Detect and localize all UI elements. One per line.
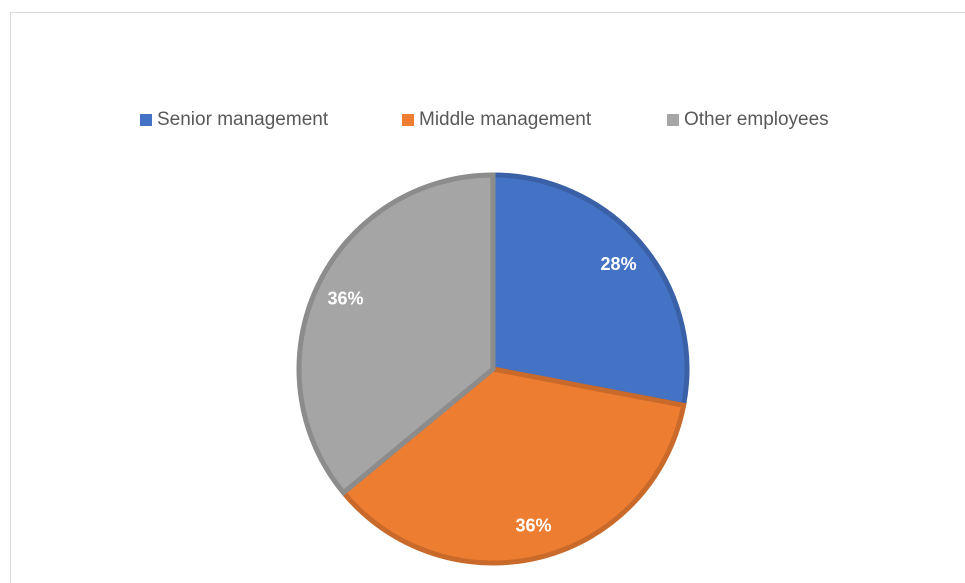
pie-slice (296, 172, 496, 497)
value-label: 28% (601, 254, 637, 274)
legend-swatch (140, 114, 152, 126)
legend-text: Middle management (419, 109, 592, 130)
legend-text: Other employees (684, 109, 829, 130)
legend-swatch (667, 114, 679, 126)
value-label: 36% (516, 516, 552, 536)
legend-swatch (402, 114, 414, 126)
legend-text: Senior management (157, 109, 329, 130)
pie-slice (490, 172, 690, 409)
value-label: 36% (328, 288, 364, 308)
pie-slice (339, 366, 687, 566)
